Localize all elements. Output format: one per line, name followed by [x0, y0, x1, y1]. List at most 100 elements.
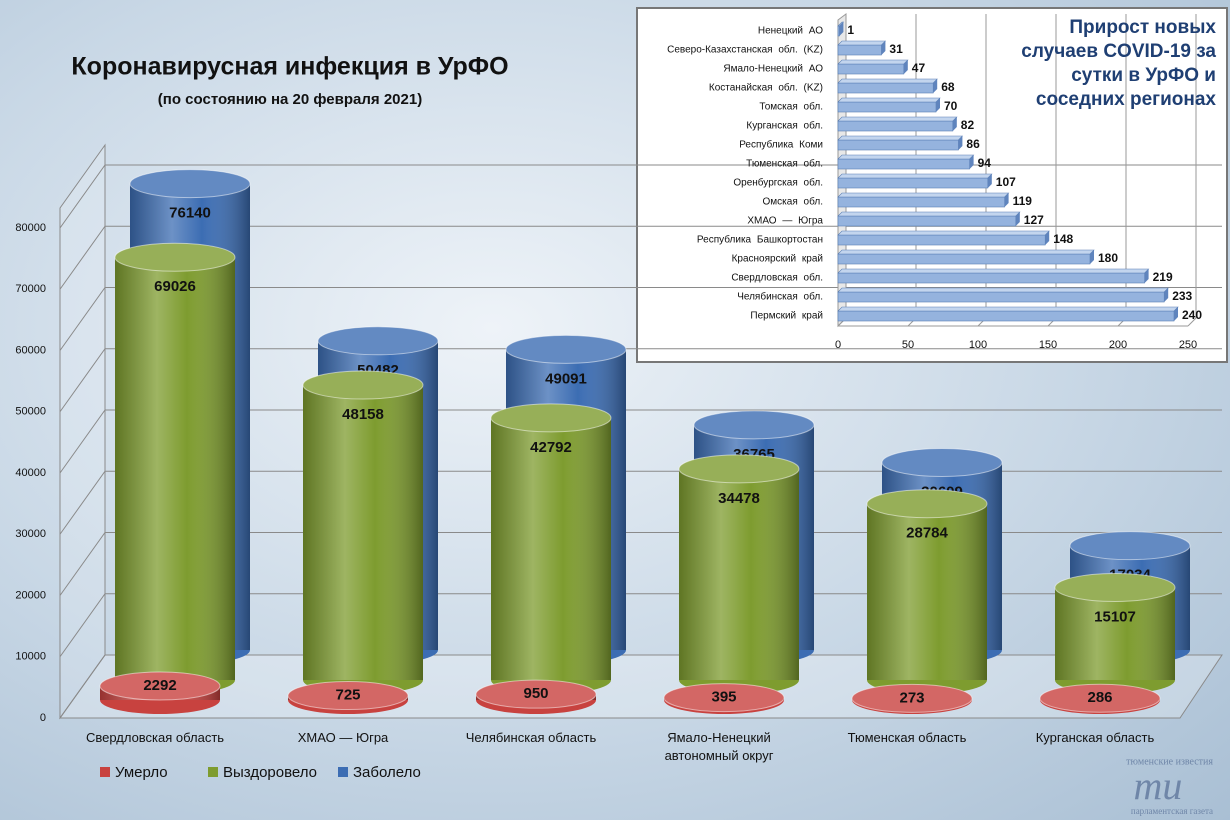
y-tick-label: 50000	[15, 406, 46, 418]
cylinder-top-shade	[679, 454, 799, 483]
value-label: 240	[1182, 308, 1202, 322]
cylinder-top	[866, 489, 988, 519]
bar	[837, 196, 1005, 208]
cylinder-top	[1069, 531, 1191, 561]
bar	[837, 120, 954, 132]
value-label: 1	[847, 23, 854, 37]
bar	[837, 291, 1165, 303]
x-tick-label: 150	[1039, 339, 1057, 351]
cylinder-shade	[867, 503, 987, 680]
bar-top	[837, 116, 958, 122]
cylinder-top-shade	[867, 489, 987, 518]
bar-top	[837, 192, 1010, 198]
value-label: 31	[889, 42, 903, 56]
logo-mark: ти	[1134, 763, 1183, 808]
cylinder-top-shade	[130, 169, 250, 198]
cylinder-top-shade	[491, 403, 611, 432]
bar-side	[903, 60, 908, 74]
value-label: 180	[1098, 251, 1118, 265]
bar	[837, 158, 970, 170]
value-label: 148	[1053, 232, 1073, 246]
bar-top	[837, 211, 1021, 217]
x-tick-label: 200	[1109, 339, 1127, 351]
value-label: 286	[1087, 689, 1112, 706]
cylinder-top	[663, 683, 785, 713]
bar-side	[881, 41, 886, 55]
y-tick-label: Курганская обл.	[746, 120, 823, 132]
y-tick-label: 60000	[15, 344, 46, 356]
x-tick-label: Свердловская область	[85, 730, 225, 745]
value-label: 107	[996, 175, 1016, 189]
bar-top	[837, 97, 941, 103]
value-label: 725	[335, 687, 360, 704]
value-label: 82	[961, 118, 975, 132]
grid-line	[59, 654, 1222, 719]
bar-top	[837, 40, 887, 46]
y-tick-label: 80000	[15, 222, 46, 234]
bar-top	[837, 154, 975, 160]
cylinder-top-shade	[506, 335, 626, 364]
value-label: 86	[966, 137, 980, 151]
value-label: 28784	[906, 525, 948, 542]
value-label: 94	[978, 156, 992, 170]
y-tick-label: Пермский край	[750, 311, 823, 322]
cylinder-top-shade	[694, 410, 814, 439]
value-label: 2292	[143, 677, 176, 694]
x-tick-label: 50	[902, 339, 914, 351]
bar-side	[987, 174, 992, 188]
cylinder-top	[678, 454, 800, 484]
value-label: 47	[912, 61, 926, 75]
cylinder-top	[99, 671, 221, 701]
cylinder-top	[881, 448, 1003, 478]
x-tick-label: 0	[835, 339, 841, 351]
value-label: 42792	[530, 439, 572, 456]
bar-side	[1090, 250, 1094, 264]
bar-top	[837, 230, 1050, 236]
y-tick-label: Свердловская обл.	[731, 272, 823, 284]
x-tick-label: Курганская область	[1035, 730, 1155, 745]
y-tick-label: Ямало-Ненецкий АО	[723, 64, 823, 75]
cylinder-shade	[115, 257, 235, 680]
cylinder-top	[287, 681, 409, 711]
legend-swatch	[100, 767, 110, 777]
y-tick-label: Оренбургская обл.	[733, 177, 823, 189]
bar	[837, 215, 1017, 227]
chart-title: Коронавирусная инфекция в УрФО	[71, 53, 508, 81]
y-tick-label: Северо-Казахстанская обл. (KZ)	[667, 44, 823, 56]
value-label: 76140	[169, 205, 211, 222]
value-label: 15107	[1094, 608, 1136, 625]
value-label: 119	[1013, 194, 1033, 208]
bar-top	[837, 135, 964, 141]
bar-top	[837, 268, 1150, 274]
value-label: 273	[899, 689, 924, 706]
cylinder-top	[1039, 683, 1161, 713]
value-label: 127	[1024, 213, 1044, 227]
cylinder-top	[475, 679, 597, 709]
legend-swatch	[338, 767, 348, 777]
bar	[837, 63, 905, 75]
value-label: 219	[1153, 270, 1173, 284]
y-tick-label: 40000	[15, 467, 46, 479]
bar-top	[837, 287, 1169, 293]
cylinder-top	[505, 334, 627, 364]
cylinder-top	[851, 683, 973, 713]
bar	[837, 101, 937, 113]
value-label: 70	[944, 99, 958, 113]
y-tick-label: Челябинская обл.	[737, 291, 823, 303]
y-tick-label: 0	[40, 712, 46, 724]
cylinder-top-shade	[100, 671, 220, 700]
x-tick-label: Тюменская область	[847, 730, 967, 745]
cylinder-top-shade	[318, 326, 438, 355]
value-label: 49091	[545, 370, 587, 387]
cylinder-top-shade	[1070, 531, 1190, 560]
bar	[837, 272, 1145, 284]
bar-side	[1164, 288, 1169, 302]
grid-line	[59, 409, 1222, 474]
y-tick-label: 10000	[15, 651, 46, 663]
grid-line	[59, 348, 1222, 413]
bar-top	[837, 59, 909, 65]
grid-line	[59, 470, 1222, 535]
cylinder-shade	[303, 385, 423, 680]
